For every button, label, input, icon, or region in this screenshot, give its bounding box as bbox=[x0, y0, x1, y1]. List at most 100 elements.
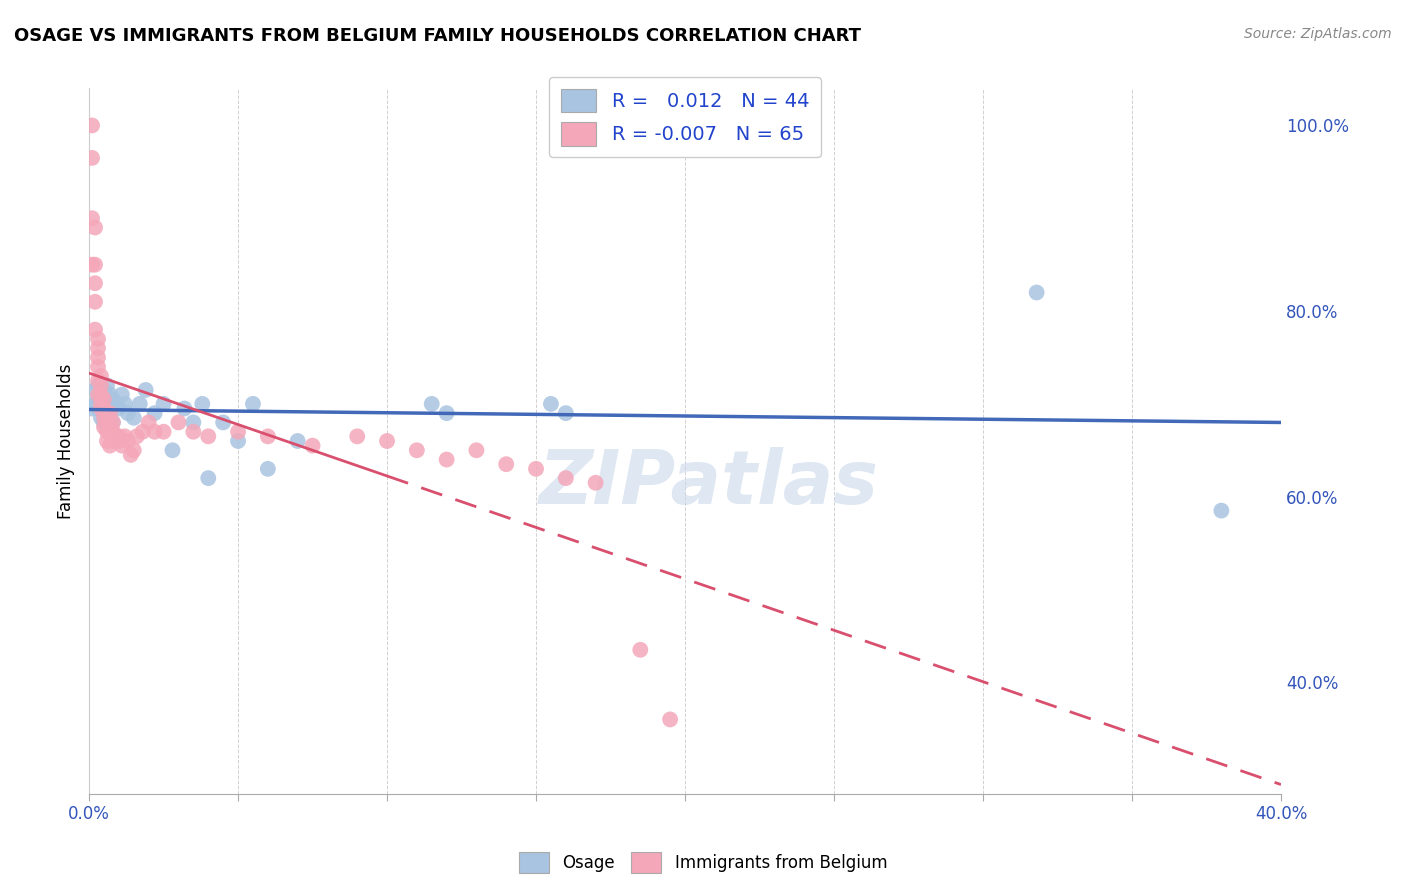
Point bbox=[162, 443, 184, 458]
Point bbox=[87, 374, 110, 388]
Point bbox=[183, 416, 205, 430]
Point bbox=[101, 434, 124, 448]
Point bbox=[98, 406, 121, 420]
Point bbox=[87, 401, 110, 416]
Point bbox=[101, 416, 124, 430]
Point bbox=[108, 429, 131, 443]
Point bbox=[87, 392, 110, 407]
Point bbox=[90, 378, 112, 392]
Point bbox=[120, 448, 142, 462]
Point bbox=[301, 439, 323, 453]
Point bbox=[98, 416, 121, 430]
Text: ZIPatlas: ZIPatlas bbox=[538, 447, 879, 520]
Point bbox=[84, 258, 107, 272]
Point bbox=[90, 387, 112, 401]
Point bbox=[96, 378, 118, 392]
Point bbox=[242, 397, 264, 411]
Point bbox=[87, 351, 110, 365]
Point bbox=[183, 425, 205, 439]
Point bbox=[101, 416, 124, 430]
Point bbox=[87, 341, 110, 355]
Point bbox=[93, 420, 115, 434]
Point bbox=[84, 294, 107, 309]
Point bbox=[420, 397, 443, 411]
Point bbox=[197, 471, 219, 485]
Point bbox=[104, 397, 127, 411]
Point bbox=[98, 425, 121, 439]
Point bbox=[87, 378, 110, 392]
Point bbox=[93, 410, 115, 425]
Point bbox=[98, 387, 121, 401]
Point bbox=[111, 387, 134, 401]
Point bbox=[659, 713, 682, 727]
Point bbox=[125, 429, 148, 443]
Point bbox=[80, 151, 103, 165]
Y-axis label: Family Households: Family Households bbox=[58, 363, 75, 518]
Text: Source: ZipAtlas.com: Source: ZipAtlas.com bbox=[1244, 27, 1392, 41]
Point bbox=[375, 434, 398, 448]
Point bbox=[80, 401, 103, 416]
Point bbox=[212, 416, 235, 430]
Point bbox=[111, 439, 134, 453]
Point bbox=[143, 406, 166, 420]
Point bbox=[87, 332, 110, 346]
Point bbox=[108, 401, 131, 416]
Point bbox=[90, 410, 112, 425]
Point bbox=[80, 119, 103, 133]
Point bbox=[1025, 285, 1047, 300]
Point bbox=[197, 429, 219, 443]
Point bbox=[80, 258, 103, 272]
Point bbox=[98, 406, 121, 420]
Point bbox=[191, 397, 214, 411]
Point bbox=[152, 425, 174, 439]
Point bbox=[257, 462, 280, 476]
Point bbox=[90, 397, 112, 411]
Point bbox=[628, 642, 651, 657]
Point bbox=[138, 416, 160, 430]
Point bbox=[104, 429, 127, 443]
Point bbox=[257, 429, 280, 443]
Point bbox=[90, 387, 112, 401]
Point bbox=[84, 397, 107, 411]
Point bbox=[93, 401, 115, 416]
Point bbox=[346, 429, 368, 443]
Point bbox=[173, 401, 195, 416]
Point bbox=[93, 401, 115, 416]
Point bbox=[135, 383, 157, 397]
Point bbox=[96, 416, 118, 430]
Point bbox=[84, 383, 107, 397]
Point bbox=[117, 406, 139, 420]
Point bbox=[495, 457, 517, 471]
Text: OSAGE VS IMMIGRANTS FROM BELGIUM FAMILY HOUSEHOLDS CORRELATION CHART: OSAGE VS IMMIGRANTS FROM BELGIUM FAMILY … bbox=[14, 27, 860, 45]
Point bbox=[554, 406, 576, 420]
Point bbox=[87, 359, 110, 374]
Point bbox=[143, 425, 166, 439]
Point bbox=[96, 425, 118, 439]
Point bbox=[585, 475, 607, 490]
Legend: R =   0.012   N = 44, R = -0.007   N = 65: R = 0.012 N = 44, R = -0.007 N = 65 bbox=[550, 77, 821, 157]
Point bbox=[131, 425, 153, 439]
Point bbox=[93, 383, 115, 397]
Point bbox=[122, 443, 145, 458]
Point bbox=[287, 434, 309, 448]
Point bbox=[114, 397, 136, 411]
Point bbox=[152, 397, 174, 411]
Point bbox=[101, 392, 124, 407]
Point bbox=[226, 425, 249, 439]
Point bbox=[80, 211, 103, 226]
Point bbox=[114, 429, 136, 443]
Point bbox=[96, 434, 118, 448]
Point bbox=[436, 406, 458, 420]
Point bbox=[226, 434, 249, 448]
Point bbox=[108, 434, 131, 448]
Point bbox=[90, 397, 112, 411]
Point bbox=[122, 410, 145, 425]
Point bbox=[93, 392, 115, 407]
Point bbox=[84, 220, 107, 235]
Point bbox=[84, 323, 107, 337]
Point bbox=[87, 387, 110, 401]
Point bbox=[93, 416, 115, 430]
Point bbox=[84, 277, 107, 291]
Point bbox=[117, 434, 139, 448]
Point bbox=[98, 439, 121, 453]
